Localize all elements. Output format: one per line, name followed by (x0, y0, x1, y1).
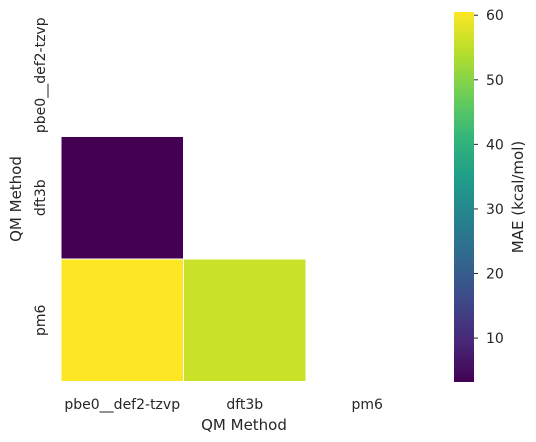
y-tick-label: pm6 (33, 304, 49, 336)
x-tick-label: pm6 (352, 397, 384, 413)
colorbar-tick-label: 60 (486, 8, 504, 24)
x-tick-labels: pbe0__def2-tzvp dft3b pm6 (64, 397, 383, 413)
colorbar-tick-label: 40 (486, 137, 504, 153)
x-tick-label: pbe0__def2-tzvp (64, 397, 180, 413)
y-tick-labels: pbe0__def2-tzvp dft3b pm6 (33, 17, 49, 336)
y-axis-label: QM Method (7, 156, 25, 242)
colorbar-label: MAE (kcal/mol) (509, 141, 527, 253)
heatmap-cells (60, 136, 307, 382)
colorbar-tick-label: 20 (486, 267, 504, 283)
heatmap-cell (60, 258, 184, 382)
x-axis-label: QM Method (201, 416, 287, 434)
x-tick-label: dft3b (226, 397, 263, 413)
y-tick-label: pbe0__def2-tzvp (33, 17, 49, 133)
colorbar-gradient (454, 12, 474, 382)
colorbar-ticks: 10 20 30 40 50 60 (474, 8, 504, 347)
colorbar-tick-label: 30 (486, 202, 504, 218)
colorbar-tick-label: 50 (486, 73, 504, 89)
colorbar: 10 20 30 40 50 60 MAE (kcal/mol) (454, 8, 527, 382)
heatmap-cell (183, 258, 307, 382)
heatmap-cell (60, 136, 184, 260)
y-tick-label: dft3b (33, 179, 49, 216)
colorbar-tick-label: 10 (486, 331, 504, 347)
